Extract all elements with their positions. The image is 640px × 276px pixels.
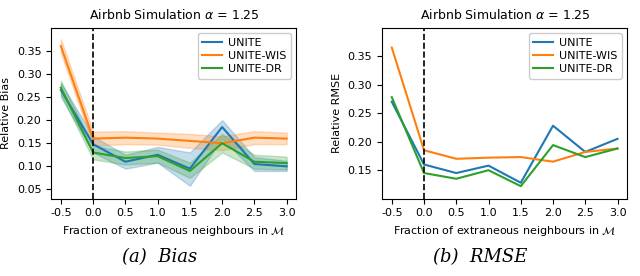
UNITE-WIS bbox=[218, 142, 226, 145]
UNITE-WIS bbox=[283, 137, 291, 140]
UNITE-DR bbox=[57, 86, 65, 89]
UNITE-WIS bbox=[186, 139, 194, 143]
UNITE-DR bbox=[614, 147, 621, 150]
UNITE-WIS bbox=[420, 148, 428, 152]
Title: Airbnb Simulation $\alpha$ = 1.25: Airbnb Simulation $\alpha$ = 1.25 bbox=[419, 8, 590, 22]
UNITE-DR bbox=[581, 155, 589, 159]
UNITE-WIS bbox=[57, 44, 65, 48]
UNITE-DR bbox=[388, 95, 396, 99]
UNITE bbox=[186, 167, 194, 170]
UNITE-DR bbox=[250, 160, 258, 163]
UNITE-WIS bbox=[452, 157, 460, 160]
UNITE bbox=[452, 171, 460, 175]
UNITE bbox=[154, 153, 161, 156]
UNITE-DR bbox=[218, 142, 226, 145]
UNITE-WIS bbox=[250, 136, 258, 139]
UNITE-DR bbox=[420, 171, 428, 175]
UNITE-WIS bbox=[484, 156, 492, 159]
UNITE bbox=[250, 162, 258, 166]
UNITE bbox=[218, 125, 226, 129]
UNITE bbox=[614, 137, 621, 140]
UNITE-WIS bbox=[517, 155, 525, 159]
UNITE-DR bbox=[452, 177, 460, 181]
Legend: UNITE, UNITE-WIS, UNITE-DR: UNITE, UNITE-WIS, UNITE-DR bbox=[198, 33, 291, 79]
UNITE-WIS bbox=[122, 136, 129, 139]
UNITE-DR bbox=[549, 144, 557, 147]
UNITE-WIS bbox=[388, 46, 396, 49]
Line: UNITE: UNITE bbox=[392, 102, 618, 183]
Line: UNITE-DR: UNITE-DR bbox=[392, 97, 618, 186]
X-axis label: Fraction of extraneous neighbours in $\mathcal{M}$: Fraction of extraneous neighbours in $\m… bbox=[62, 224, 285, 238]
UNITE-DR bbox=[154, 155, 161, 158]
Legend: UNITE, UNITE-WIS, UNITE-DR: UNITE, UNITE-WIS, UNITE-DR bbox=[529, 33, 621, 79]
UNITE bbox=[420, 163, 428, 166]
UNITE-WIS bbox=[90, 137, 97, 140]
X-axis label: Fraction of extraneous neighbours in $\mathcal{M}$: Fraction of extraneous neighbours in $\m… bbox=[393, 224, 616, 238]
Line: UNITE: UNITE bbox=[61, 90, 287, 169]
Title: Airbnb Simulation $\alpha$ = 1.25: Airbnb Simulation $\alpha$ = 1.25 bbox=[88, 8, 259, 22]
UNITE bbox=[57, 88, 65, 92]
UNITE-DR bbox=[517, 185, 525, 188]
Y-axis label: Relative Bias: Relative Bias bbox=[1, 77, 11, 149]
UNITE bbox=[122, 160, 129, 163]
UNITE bbox=[517, 181, 525, 184]
Line: UNITE-WIS: UNITE-WIS bbox=[392, 47, 618, 162]
UNITE-DR bbox=[186, 169, 194, 172]
UNITE bbox=[90, 142, 97, 146]
Text: (a)  Bias: (a) Bias bbox=[122, 248, 198, 266]
UNITE-DR bbox=[122, 156, 129, 160]
Line: UNITE-WIS: UNITE-WIS bbox=[61, 46, 287, 143]
Text: (b)  RMSE: (b) RMSE bbox=[433, 248, 527, 266]
UNITE bbox=[581, 150, 589, 154]
UNITE-WIS bbox=[614, 147, 621, 150]
UNITE-WIS bbox=[581, 150, 589, 154]
Y-axis label: Relative RMSE: Relative RMSE bbox=[332, 73, 342, 153]
UNITE-WIS bbox=[154, 137, 161, 140]
UNITE bbox=[549, 124, 557, 127]
UNITE-WIS bbox=[549, 160, 557, 163]
UNITE-DR bbox=[90, 151, 97, 154]
UNITE bbox=[484, 164, 492, 167]
UNITE-DR bbox=[283, 161, 291, 165]
UNITE bbox=[283, 165, 291, 168]
Line: UNITE-DR: UNITE-DR bbox=[61, 88, 287, 171]
UNITE bbox=[388, 100, 396, 104]
UNITE-DR bbox=[484, 169, 492, 172]
